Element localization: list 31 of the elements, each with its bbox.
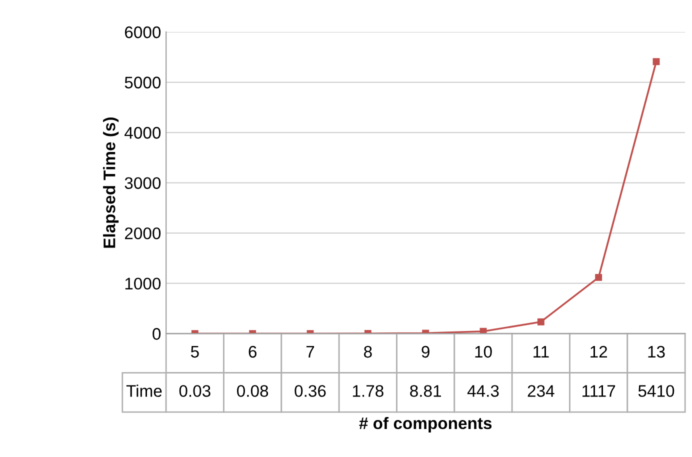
x-tick-label: 8 [364,346,372,358]
x-tick-label: 6 [248,346,256,358]
data-label: 1.78 [352,385,384,397]
point [537,318,544,326]
x-tick-label: 12 [590,346,608,358]
y-tick-label: 2000 [124,227,161,240]
x-tick-label: 11 [534,346,549,358]
data-label: 0.36 [294,385,326,397]
text: Time [126,384,162,397]
data-label: 1117 [582,385,616,397]
point [595,274,602,281]
data-label: 0.03 [179,385,210,397]
data-label: 44.3 [467,385,499,397]
y-tick-label: 4000 [124,126,161,139]
x-tick-label: 13 [648,346,665,358]
data-label: 5410 [638,385,674,397]
x-tick-label: 5 [190,346,199,358]
y-tick-label: 5000 [124,76,161,88]
y-tick-label: 6000 [124,26,161,38]
x-tick-label: 7 [306,346,314,358]
data-label: 0.08 [237,385,268,397]
point [652,58,660,66]
y-tick-label: 3000 [124,177,161,190]
y-axis-title: Elapsed Time (s) [103,118,119,248]
y-tick-label: 1000 [125,278,161,290]
x-tick-label: 9 [422,346,430,358]
data-label: 8.81 [410,385,441,397]
x-tick-label: 10 [475,346,492,358]
data-label: 234 [528,385,554,397]
x-axis-title: # of components [359,416,492,432]
y-tick-label: 0 [152,328,161,340]
